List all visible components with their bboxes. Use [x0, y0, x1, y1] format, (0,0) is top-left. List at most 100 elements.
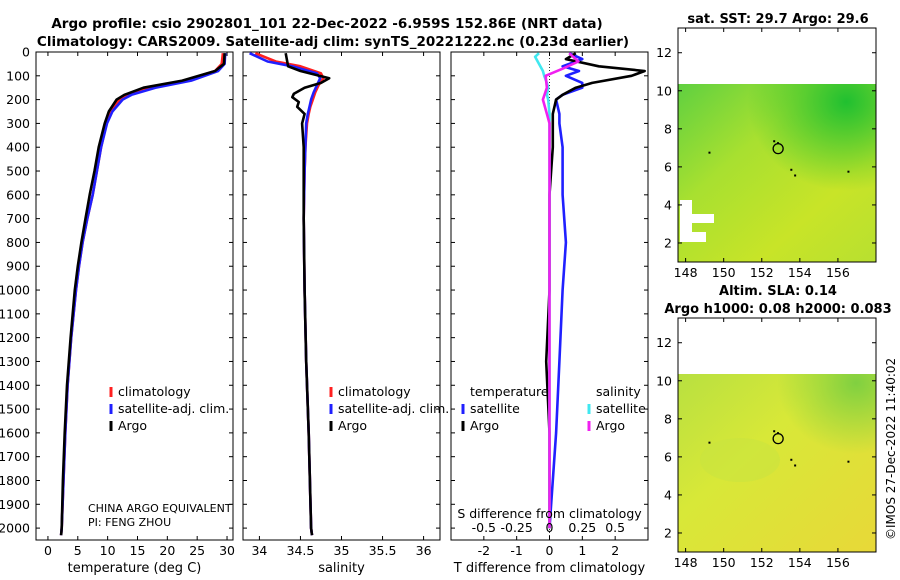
difference-s-tick-label: -0.25: [500, 520, 532, 535]
sst_map-axes-box: [677, 27, 877, 263]
depth-tick-label: 800: [6, 235, 30, 250]
depth-tick-label: 2000: [0, 521, 30, 536]
sst_map-xtick-label: 150: [712, 265, 736, 280]
credit-line1: CHINA ARGO EQUIVALENT: [88, 502, 232, 515]
difference-xtick-label: -1: [510, 543, 522, 558]
depth-tick-label: 100: [6, 68, 30, 83]
sla_map-ytick-label: 6: [664, 449, 672, 464]
sst-map-land-mask: [684, 214, 714, 223]
sst-map-land-mask: [680, 232, 706, 242]
temperature-xtick-label: 10: [100, 543, 116, 558]
sst_map-ytick-label: 8: [664, 121, 672, 136]
sst-map: 148 150 152 154 156 2 4 6 8 10 12: [656, 27, 877, 280]
depth-tick-label: 1600: [0, 425, 30, 440]
temperature-xtick-label: 20: [159, 543, 175, 558]
depth-tick-label: 1100: [0, 306, 30, 321]
sla_map-ytick-label: 4: [664, 487, 672, 502]
island-speck: [708, 441, 711, 444]
difference-xtick-label: 1: [578, 543, 586, 558]
depth-tick-label: 1000: [0, 283, 30, 298]
difference-s-axis-label: S difference from climatology: [457, 506, 642, 521]
sst_map-ytick-label: 10: [656, 83, 672, 98]
difference-xtick-label: 2: [611, 543, 619, 558]
temperature-xtick-label: 25: [189, 543, 205, 558]
legend-label: satellite-adj. clim.: [118, 401, 229, 416]
temperature-panel: 0 5 10 15 20 25 300100200300400500600700800900…: [0, 45, 235, 577]
island-speck: [794, 174, 797, 177]
difference-line-t-satellite: [548, 52, 584, 529]
depth-tick-label: 1500: [0, 402, 30, 417]
depth-tick-label: 700: [6, 211, 30, 226]
legend-salinity-title: salinity: [596, 384, 641, 399]
temperature-xtick-label: 15: [130, 543, 146, 558]
depth-tick-label: 1200: [0, 330, 30, 345]
island-speck: [847, 460, 850, 463]
credit-line2: PI: FENG ZHOU: [88, 516, 171, 529]
island-speck: [773, 430, 776, 433]
temperature-xlabel: temperature (deg C): [68, 561, 202, 576]
salinity-line-argo: [284, 52, 331, 536]
legend-temperature-title: temperature: [470, 384, 549, 399]
sla_map-xtick-label: 150: [712, 555, 736, 570]
legend-label: satellite: [596, 401, 646, 416]
sla_map-ytick-label: 12: [656, 335, 672, 350]
temperature-xtick-label: 0: [44, 543, 52, 558]
difference-xtick-label: 0: [546, 543, 554, 558]
salinity-xlabel: salinity: [318, 561, 365, 576]
difference-s-tick-label: 0.5: [605, 520, 625, 535]
sla_map-axes-box: [677, 317, 877, 553]
island-speck: [847, 170, 850, 173]
depth-tick-label: 500: [6, 164, 30, 179]
depth-tick-label: 0: [22, 45, 30, 60]
island-speck: [708, 151, 711, 154]
sla_map-ytick-label: 2: [664, 525, 672, 540]
depth-tick-label: 600: [6, 187, 30, 202]
sla_map-xtick-label: 156: [826, 555, 850, 570]
sst_map-ytick-label: 4: [664, 197, 672, 212]
legend-label: Argo: [596, 418, 625, 433]
sst_map-xtick-label: 152: [750, 265, 774, 280]
legend-label: Argo: [470, 418, 499, 433]
title-line2: Climatology: CARS2009. Satellite-adj cli…: [37, 34, 629, 50]
difference-panel: -2 -1 0 1 2 T difference from climatology S di…: [450, 51, 649, 576]
sst_map-ytick-label: 6: [664, 159, 672, 174]
legend-label: Argo: [338, 418, 367, 433]
sla_map-xtick-label: 154: [788, 555, 812, 570]
sla-map-low-blob: [700, 438, 780, 482]
sla_map-ytick-label: 8: [664, 411, 672, 426]
salinity-xtick-label: 34: [251, 543, 267, 558]
depth-tick-label: 300: [6, 116, 30, 131]
difference-xlabel: T difference from climatology: [453, 561, 646, 576]
temperature-xtick-label: 30: [219, 543, 235, 558]
depth-tick-label: 1700: [0, 449, 30, 464]
depth-tick-label: 200: [6, 92, 30, 107]
salinity-xtick-label: 34.5: [287, 543, 315, 558]
sst_map-xtick-label: 156: [826, 265, 850, 280]
sla_map-xtick-label: 152: [750, 555, 774, 570]
sst_map-ytick-label: 2: [664, 235, 672, 250]
title-line1: Argo profile: csio 2902801_101 22-Dec-20…: [51, 16, 602, 32]
depth-tick-label: 1900: [0, 497, 30, 512]
legend-label: climatology: [338, 384, 411, 399]
island-speck: [773, 140, 776, 143]
difference-s-tick-label: 0.25: [568, 520, 596, 535]
island-speck: [777, 432, 779, 435]
difference-xtick-label: -2: [478, 543, 490, 558]
difference-s-tick-label: 0: [546, 520, 554, 535]
imos-timestamp: ©IMOS 27-Dec-2022 11:40:02: [884, 358, 898, 540]
salinity-xtick-label: 35.5: [369, 543, 397, 558]
sla-map-subtitle: Argo h1000: 0.08 h2000: 0.083: [664, 302, 891, 317]
salinity-axes-box: [242, 51, 441, 541]
sst-map-title: sat. SST: 29.7 Argo: 29.6: [687, 12, 868, 27]
salinity-xtick-label: 36: [416, 543, 432, 558]
depth-tick-label: 400: [6, 140, 30, 155]
salinity-xtick-label: 35: [334, 543, 350, 558]
sst-map-warm-spot: [678, 84, 876, 262]
legend-label: Argo: [118, 418, 147, 433]
salinity-panel: 34 34.5 35 35.5 36 salinity climatology satelli…: [242, 51, 449, 576]
sla_map-xtick-label: 148: [674, 555, 698, 570]
temperature-line-argo: [59, 53, 226, 536]
sla-map-title: Altim. SLA: 0.14: [719, 284, 837, 299]
depth-tick-label: 1800: [0, 473, 30, 488]
depth-tick-label: 900: [6, 259, 30, 274]
